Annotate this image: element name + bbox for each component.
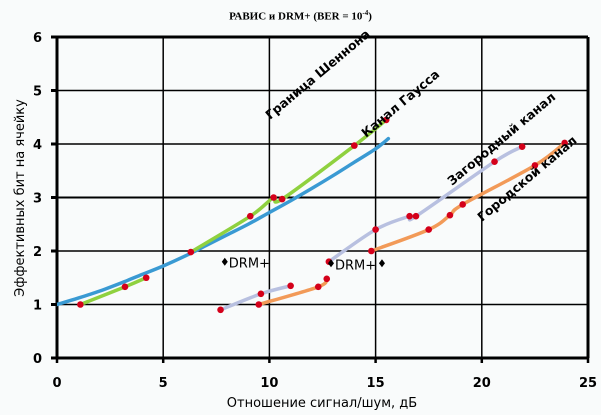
annotations-layer: DRM+ DRM+ bbox=[221, 257, 385, 273]
data-point bbox=[561, 139, 568, 147]
y-axis-label: Эффективных бит на ячейку bbox=[13, 99, 28, 297]
y-tick-label: 3 bbox=[33, 192, 42, 207]
data-point bbox=[278, 195, 286, 203]
data-point bbox=[287, 282, 294, 290]
diamond-marker-icon bbox=[378, 259, 385, 268]
data-point bbox=[77, 301, 84, 308]
data-point bbox=[531, 162, 539, 169]
y-tick-label: 1 bbox=[33, 299, 42, 314]
data-point bbox=[255, 301, 263, 308]
series-0 bbox=[55, 136, 391, 307]
grid bbox=[55, 35, 590, 360]
chart-title: РАВИС и DRM+ (BER = 10-4) bbox=[229, 9, 372, 23]
series-line bbox=[189, 118, 388, 254]
x-axis-label: Отношение сигнал/шум, дБ bbox=[227, 396, 417, 411]
drm-annotation: DRM+ bbox=[335, 258, 376, 273]
axis-ticks: 0 5 10 15 20 25 0 1 2 3 4 5 6 bbox=[33, 31, 597, 391]
diamond-marker-icon bbox=[221, 257, 228, 266]
data-point bbox=[382, 116, 390, 124]
x-tick-label: 15 bbox=[367, 376, 385, 391]
data-point bbox=[270, 194, 277, 201]
series-1 bbox=[77, 116, 390, 308]
series-2 bbox=[217, 143, 526, 314]
data-point bbox=[257, 290, 265, 298]
data-point bbox=[425, 226, 433, 233]
data-point bbox=[368, 247, 375, 255]
series-label: Граница Шеннона bbox=[262, 26, 372, 122]
data-point bbox=[323, 275, 331, 283]
y-tick-label: 2 bbox=[33, 245, 42, 260]
data-point bbox=[372, 226, 379, 233]
y-tick-label: 6 bbox=[33, 31, 42, 46]
y-tick-label: 0 bbox=[33, 352, 42, 367]
data-point bbox=[491, 158, 498, 165]
diamond-marker-icon bbox=[327, 259, 334, 268]
data-point bbox=[121, 283, 129, 291]
data-point bbox=[406, 212, 413, 220]
data-point bbox=[351, 142, 358, 149]
y-tick-label: 4 bbox=[33, 138, 42, 153]
data-point bbox=[217, 306, 224, 314]
data-point bbox=[142, 274, 150, 282]
x-tick-label: 20 bbox=[473, 376, 491, 391]
data-point bbox=[459, 201, 466, 208]
data-point bbox=[187, 248, 195, 256]
series-layer bbox=[55, 116, 568, 314]
x-tick-label: 10 bbox=[260, 376, 278, 391]
data-point bbox=[446, 211, 454, 219]
x-tick-label: 25 bbox=[579, 376, 597, 391]
drm-annotation: DRM+ bbox=[229, 257, 270, 272]
data-point bbox=[412, 212, 420, 220]
data-point bbox=[246, 212, 254, 220]
x-tick-label: 5 bbox=[159, 376, 168, 391]
data-point bbox=[518, 143, 526, 150]
series-label: Канал Гаусса bbox=[358, 66, 442, 140]
series-3 bbox=[255, 139, 568, 308]
x-tick-label: 0 bbox=[52, 376, 61, 391]
series-line bbox=[55, 136, 391, 307]
data-point bbox=[314, 283, 322, 291]
series-line bbox=[78, 276, 148, 307]
y-tick-label: 5 bbox=[33, 85, 42, 100]
